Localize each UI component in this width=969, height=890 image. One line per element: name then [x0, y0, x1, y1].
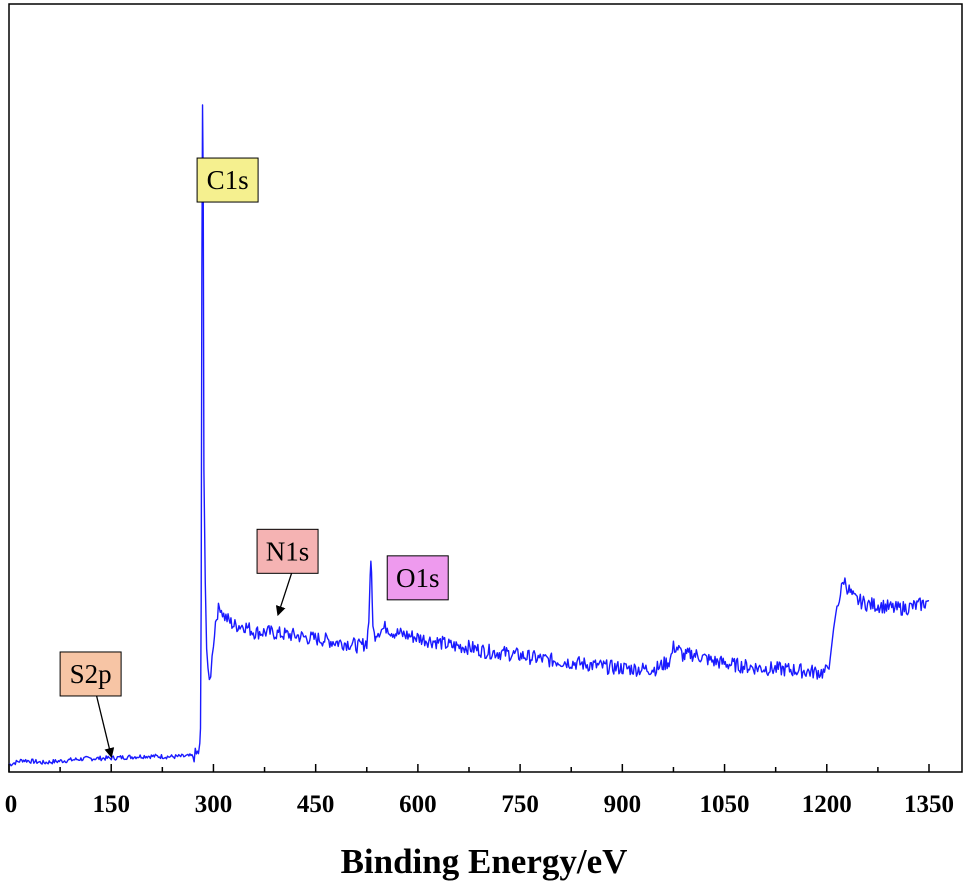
x-axis-ticks: 0 150 300 450 600 750 900 1050 1200 1350: [5, 764, 954, 818]
peak-label-text: N1s: [266, 536, 310, 566]
peak-label-text: O1s: [396, 563, 440, 593]
x-tick-label: 600: [399, 791, 437, 818]
x-tick-label: 0: [5, 791, 18, 818]
x-tick-label: 450: [297, 791, 335, 818]
peak-label-box: [256, 528, 319, 574]
peak-label-text: S2p: [70, 659, 112, 689]
x-tick-label: 1050: [700, 791, 750, 818]
peak-label-o1s: O1s: [386, 555, 449, 601]
x-tick-label: 1200: [802, 791, 852, 818]
plot-frame: [8, 3, 963, 773]
peak-arrow: [275, 573, 293, 617]
x-tick-label: 150: [92, 791, 130, 818]
x-axis-title: Binding Energy/eV: [341, 842, 628, 881]
x-tick-label: 900: [604, 791, 642, 818]
peak-label-s2p: S2p: [59, 651, 122, 759]
peak-label-c1s: C1s: [196, 157, 259, 203]
peak-arrow: [95, 695, 115, 759]
peak-label-box: [59, 651, 122, 697]
peak-label-text: C1s: [207, 165, 249, 195]
x-tick-label: 1350: [904, 791, 954, 818]
peak-label-box: [386, 555, 449, 601]
peak-label-n1s: N1s: [256, 528, 319, 617]
x-tick-label: 300: [195, 791, 233, 818]
x-tick-label: 750: [501, 791, 539, 818]
peak-label-box: [196, 157, 259, 203]
series-line-1: [8, 104, 930, 767]
annotations: C1s N1s O1s S2p: [59, 157, 449, 759]
series-layer: [8, 104, 930, 767]
